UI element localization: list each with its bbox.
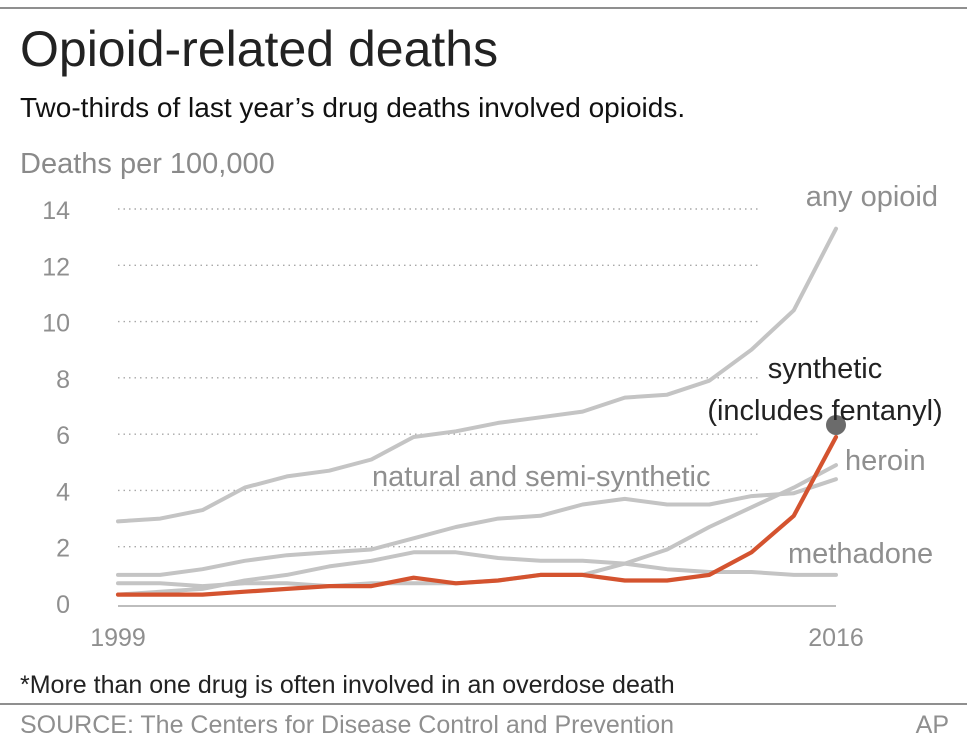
source-note: SOURCE: The Centers for Disease Control … — [20, 711, 675, 739]
x-tick-label: 1999 — [90, 624, 146, 652]
chart-subtitle: Two-thirds of last year’s drug deaths in… — [20, 92, 686, 123]
top-rule — [0, 7, 967, 9]
y-tick-label: 10 — [42, 310, 70, 338]
series-label-synthetic-line2: (includes fentanyl) — [707, 395, 942, 427]
series-label-heroin: heroin — [845, 445, 926, 477]
series-label-any-opioid: any opioid — [806, 181, 938, 213]
line-chart: 0 2 4 6 8 10 12 14 1999 2016 any opioid natural … — [42, 181, 942, 652]
series-line-any-opioid — [116, 226, 838, 524]
x-tick-label: 2016 — [808, 624, 864, 652]
y-tick-label: 12 — [42, 253, 70, 281]
gridlines — [118, 208, 836, 607]
y-axis-label: Deaths per 100,000 — [20, 148, 275, 180]
y-tick-label: 6 — [56, 422, 70, 450]
y-tick-label: 14 — [42, 197, 70, 225]
y-tick-label: 4 — [56, 478, 70, 506]
chart-title: Opioid-related deaths — [20, 21, 499, 77]
series-line-synthetic-includes-fentanyl — [115, 434, 839, 597]
synthetic-endpoint-marker — [826, 414, 846, 435]
series-line-methadone — [116, 550, 838, 597]
credit: AP — [915, 711, 949, 739]
y-tick-label: 2 — [56, 535, 70, 563]
bottom-rule — [0, 703, 967, 705]
y-tick-label: 8 — [56, 366, 70, 394]
series-label-synthetic-line1: synthetic — [768, 353, 882, 385]
series-line-natural-and-semi-synthetic — [116, 477, 838, 577]
footnote: *More than one drug is often involved in… — [20, 671, 675, 699]
x-axis-ticks: 1999 2016 — [90, 624, 864, 652]
y-tick-label: 0 — [56, 591, 70, 619]
series-label-natural: natural and semi-synthetic — [372, 461, 711, 493]
y-axis-ticks: 0 2 4 6 8 10 12 14 — [42, 197, 70, 619]
series-label-methadone: methadone — [788, 538, 933, 570]
series-lines — [115, 226, 846, 597]
